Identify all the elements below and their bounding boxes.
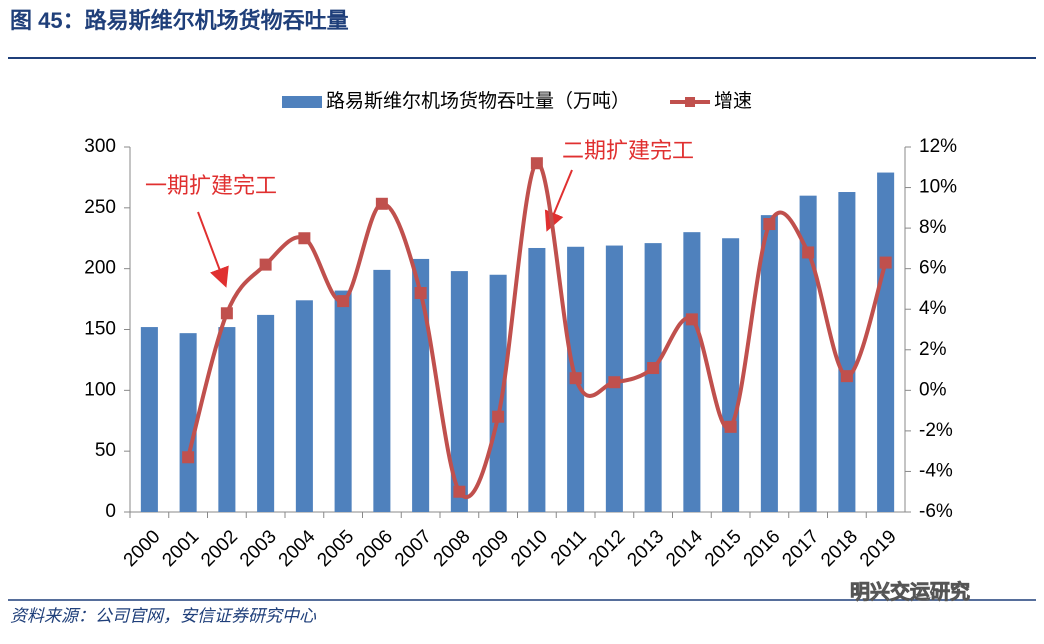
x-tick-label: 2008: [430, 526, 475, 571]
annotation: 二期扩建完工: [562, 138, 694, 163]
marker: [647, 362, 660, 375]
x-tick-label: 2016: [740, 526, 785, 571]
y2-tick-label: 4%: [919, 298, 947, 319]
bar: [373, 269, 391, 512]
y-tick-label: 50: [95, 440, 116, 461]
x-tick-label: 2009: [468, 526, 513, 571]
y2-tick-label: 2%: [919, 339, 947, 360]
marker: [414, 287, 427, 299]
x-tick-label: 2007: [391, 526, 436, 571]
marker: [259, 258, 272, 271]
bar: [877, 172, 895, 513]
bar: [838, 192, 856, 512]
bar: [760, 215, 778, 512]
bar: [799, 195, 817, 512]
y-tick-label: 300: [84, 136, 116, 157]
legend-label: 增速: [714, 90, 752, 112]
x-tick-label: 2011: [547, 526, 591, 570]
x-tick-label: 2017: [778, 526, 823, 571]
bar: [644, 243, 662, 512]
x-tick-label: 2001: [158, 526, 203, 571]
x-tick-label: 2006: [352, 526, 397, 571]
marker: [879, 256, 892, 269]
y2-tick-label: 12%: [919, 136, 957, 157]
bar: [722, 238, 740, 512]
x-tick-label: 2005: [313, 526, 358, 571]
marker: [569, 372, 582, 385]
bar: [489, 274, 507, 512]
marker: [840, 370, 853, 383]
y2-tick-label: 0%: [919, 379, 947, 400]
marker: [608, 376, 621, 389]
legend-swatch: [685, 97, 696, 107]
marker: [685, 313, 698, 326]
legend-label: 路易斯维尔机场货物吞吐量（万吨）: [326, 90, 630, 112]
bar: [257, 314, 275, 512]
marker: [802, 246, 815, 259]
marker: [298, 232, 311, 245]
y-tick-label: 200: [84, 258, 116, 279]
bar: [334, 290, 352, 512]
y2-tick-label: -2%: [919, 420, 953, 441]
marker: [530, 157, 543, 170]
y2-tick-label: 8%: [919, 217, 947, 238]
y2-tick-label: -4%: [919, 460, 953, 481]
x-tick-label: 2012: [585, 526, 630, 571]
marker: [724, 420, 737, 433]
annotation: 一期扩建完工: [145, 173, 277, 198]
x-tick-label: 2004: [275, 526, 320, 571]
bar: [683, 232, 701, 512]
y2-tick-label: 10%: [919, 177, 957, 198]
bar: [528, 247, 546, 512]
x-tick-label: 2002: [197, 526, 242, 571]
x-tick-label: 2019: [856, 526, 901, 571]
annotation-arrow: [197, 211, 229, 288]
marker: [492, 410, 505, 423]
watermark: 明兴交运研究: [850, 579, 970, 603]
y-tick-label: 250: [84, 197, 116, 218]
marker: [337, 295, 350, 308]
bar: [295, 300, 313, 512]
marker: [182, 451, 195, 464]
marker: [375, 197, 388, 210]
x-tick-label: 2015: [701, 526, 746, 571]
y2-tick-label: 6%: [919, 258, 947, 279]
bar: [140, 327, 158, 512]
legend-swatch: [282, 96, 322, 108]
bar: [218, 327, 236, 512]
marker: [220, 307, 233, 320]
bar: [450, 271, 468, 512]
marker: [763, 218, 776, 231]
y-tick-label: 100: [84, 379, 116, 400]
chart-title: 图 45：路易斯维尔机场货物吞吐量: [10, 8, 349, 33]
x-tick-label: 2018: [817, 526, 862, 571]
bar: [179, 333, 197, 512]
x-tick-label: 2000: [120, 526, 165, 571]
marker: [453, 485, 466, 498]
x-tick-label: 2010: [507, 526, 552, 571]
y-tick-label: 0: [105, 501, 116, 522]
source: 资料来源：公司官网，安信证券研究中心: [10, 606, 317, 625]
y-tick-label: 150: [84, 319, 116, 340]
y2-tick-label: -6%: [919, 501, 953, 522]
x-tick-label: 2003: [236, 526, 281, 571]
x-tick-label: 2014: [662, 526, 707, 571]
x-tick-label: 2013: [623, 526, 668, 571]
